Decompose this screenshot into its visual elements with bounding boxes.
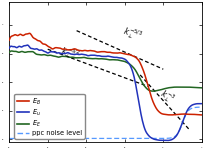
Text: $k_\perp^{-3}$: $k_\perp^{-3}$: [157, 86, 177, 106]
Legend: $E_B$, $E_u$, $E_E$, ppc noise level: $E_B$, $E_u$, $E_E$, ppc noise level: [14, 94, 84, 139]
Text: $k_\perp^{-5/3}$: $k_\perp^{-5/3}$: [120, 23, 144, 44]
Text: $k_\perp^{-3/2}$: $k_\perp^{-3/2}$: [59, 44, 82, 63]
